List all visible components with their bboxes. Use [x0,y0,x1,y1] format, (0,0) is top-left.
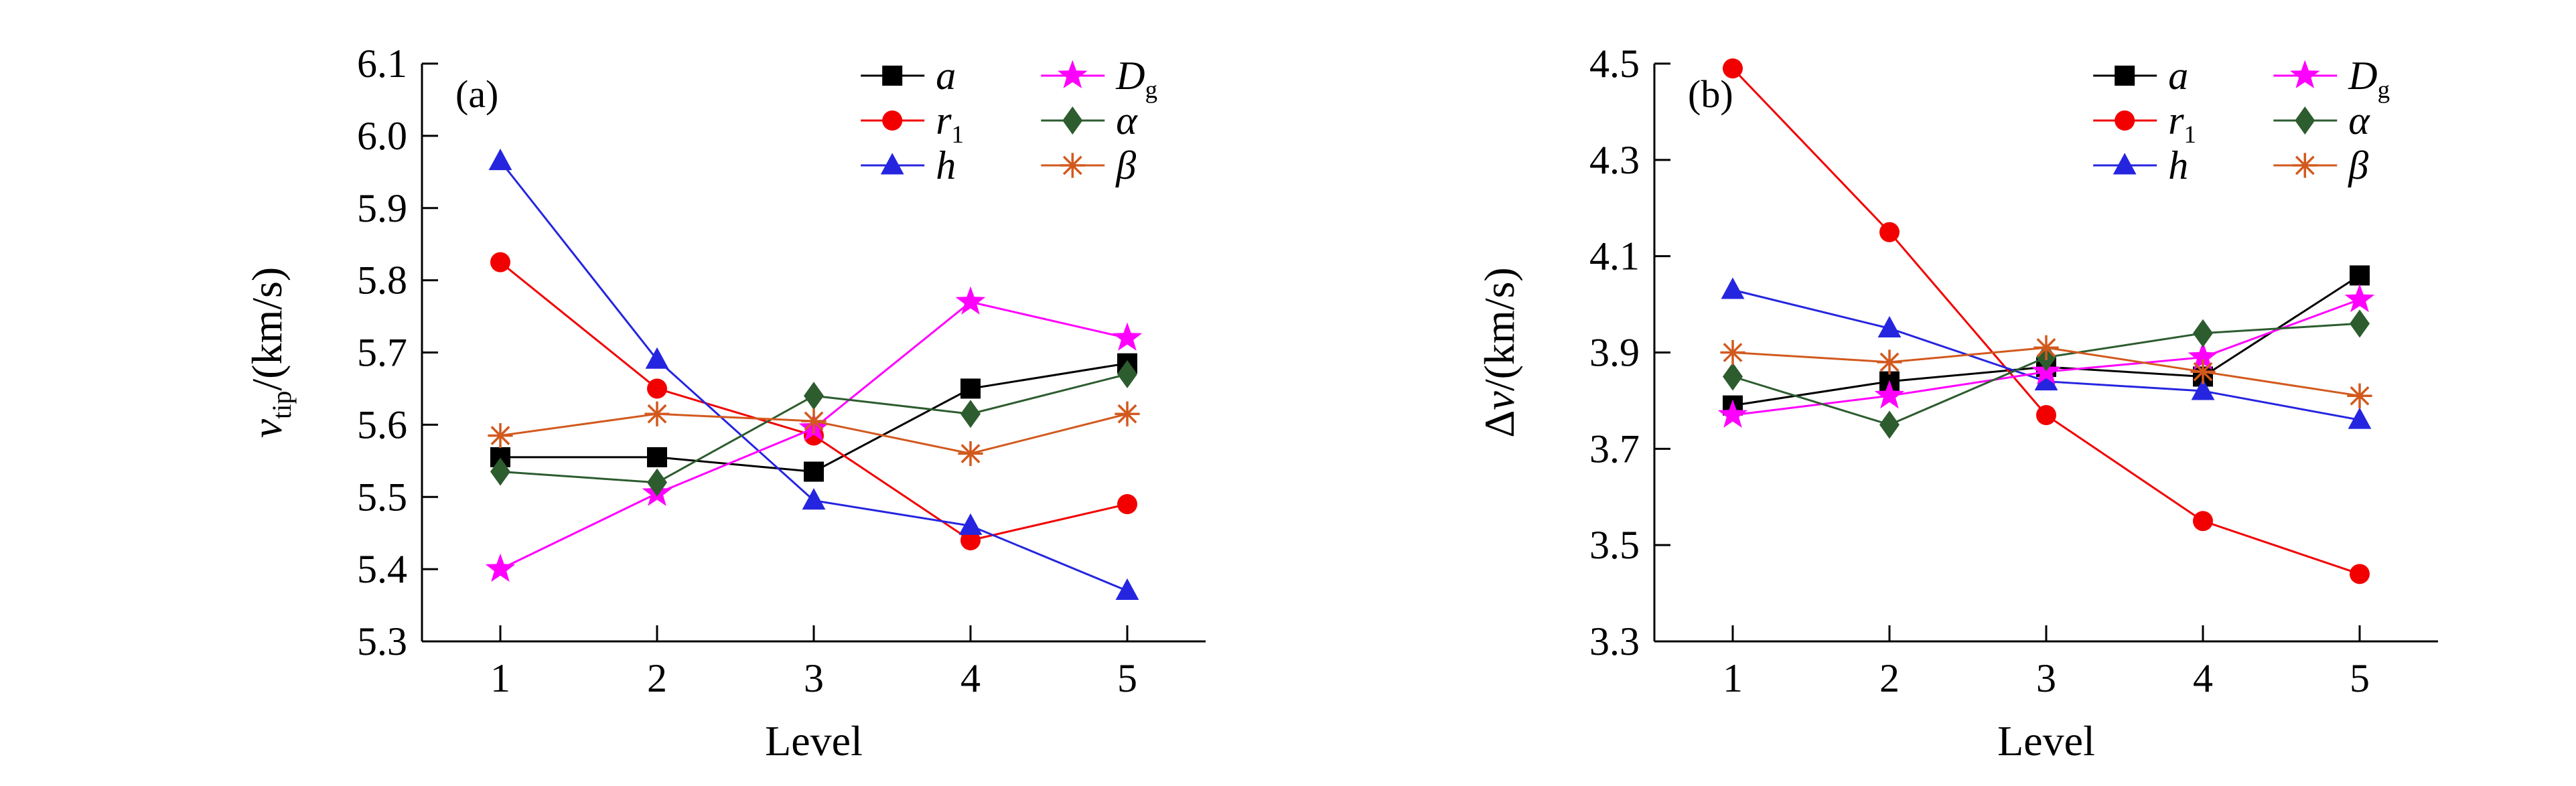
chart-b-svg: 3.3 3.5 3.7 3.9 4.1 4.3 4.5 1 2 3 4 5 Level Δv/(km/s)… [1476,42,2438,765]
x-tick-label: 4 [2193,656,2213,700]
y-tick-label: 5.5 [357,475,407,519]
x-tick-label: 5 [2350,656,2370,700]
y-axis-title: Δv/(km/s) [1476,267,1523,437]
legend-item-r1: r1 [2093,98,2196,149]
legend-item-a: a [2093,54,2188,98]
legend-item-a: a [861,54,956,98]
x-tick-label: 1 [490,656,510,700]
y-tick-label: 5.9 [357,186,407,230]
series-beta [488,401,1140,467]
chart-a-svg: 5.3 5.4 5.5 5.6 5.7 5.8 5.9 6.0 6.1 1 2 3 4 5 Level vti… [243,42,1206,765]
x-tick-label: 4 [960,656,981,700]
y-tick-label: 4.1 [1589,234,1640,279]
legend-item-Dg: Dg [2273,54,2390,104]
y-tick-label: 3.3 [1589,619,1640,663]
legend-item-h: h [861,143,956,187]
legend-item-r1: r1 [861,98,964,149]
x-tick-label: 2 [647,656,667,700]
y-axis-title: vtip/(km/s) [243,267,297,439]
legend-item-Dg: Dg [1041,54,1157,104]
legend-label-r1: r1 [2168,98,2196,149]
x-tick-label: 1 [1723,656,1743,700]
legend-label-a: a [2168,54,2188,98]
legend-label-h: h [2168,143,2188,187]
legend-label-a: a [936,54,956,98]
chart-panel-a: 5.3 5.4 5.5 5.6 5.7 5.8 5.9 6.0 6.1 1 2 3 4 5 Level vti… [201,0,1246,786]
series-r1 [490,252,1137,550]
series-r1 [1723,58,2370,584]
y-tick-label: 6.0 [357,114,407,158]
legend-item-beta: β [2273,143,2368,187]
x-axis-title: Level [1997,717,2095,765]
series-line-r1 [1731,68,2360,575]
x-axis-title: Level [765,717,863,765]
legend-item-alpha: α [2273,98,2370,143]
legend-label-h: h [936,143,956,187]
legend-label-beta: β [2348,143,2368,187]
x-tick-label: 2 [1879,656,1900,700]
series-alpha [490,360,1137,497]
legend-label-r1: r1 [936,98,964,149]
legend-label-beta: β [1115,143,1136,187]
series-h [488,149,1139,600]
legend-item-beta: β [1041,143,1136,187]
y-tick-label: 3.7 [1589,426,1640,471]
axes [1653,62,2438,643]
y-tick-label: 5.7 [357,331,407,375]
legend-item-h: h [2093,143,2188,187]
y-tick-label: 4.5 [1589,42,1640,86]
y-tick-label: 3.5 [1589,523,1640,567]
axes [421,62,1206,643]
y-tick-label: 5.6 [357,402,407,447]
legend-label-alpha: α [1116,98,1138,143]
y-tick-label: 5.4 [357,547,407,591]
chart-panel-b: 3.3 3.5 3.7 3.9 4.1 4.3 4.5 1 2 3 4 5 Level Δv/(km/s)… [1433,0,2478,786]
legend-label-Dg: Dg [1115,54,1157,104]
panel-label: (a) [455,72,498,116]
x-tick-label: 3 [2036,656,2056,700]
series-h [1721,277,2372,429]
series-beta [1720,335,2372,408]
x-tick-label: 3 [804,656,824,700]
y-tick-label: 6.1 [357,42,407,86]
y-tick-label: 5.8 [357,258,407,303]
legend-item-alpha: α [1041,98,1138,143]
panel-label: (b) [1688,72,1733,116]
y-tick-label: 4.3 [1589,138,1640,182]
x-tick-label: 5 [1117,656,1137,700]
series-alpha [1723,309,2370,439]
y-tick-label: 5.3 [357,619,407,663]
legend-label-Dg: Dg [2348,54,2390,104]
legend-label-alpha: α [2348,98,2370,143]
y-tick-label: 3.9 [1589,331,1640,375]
